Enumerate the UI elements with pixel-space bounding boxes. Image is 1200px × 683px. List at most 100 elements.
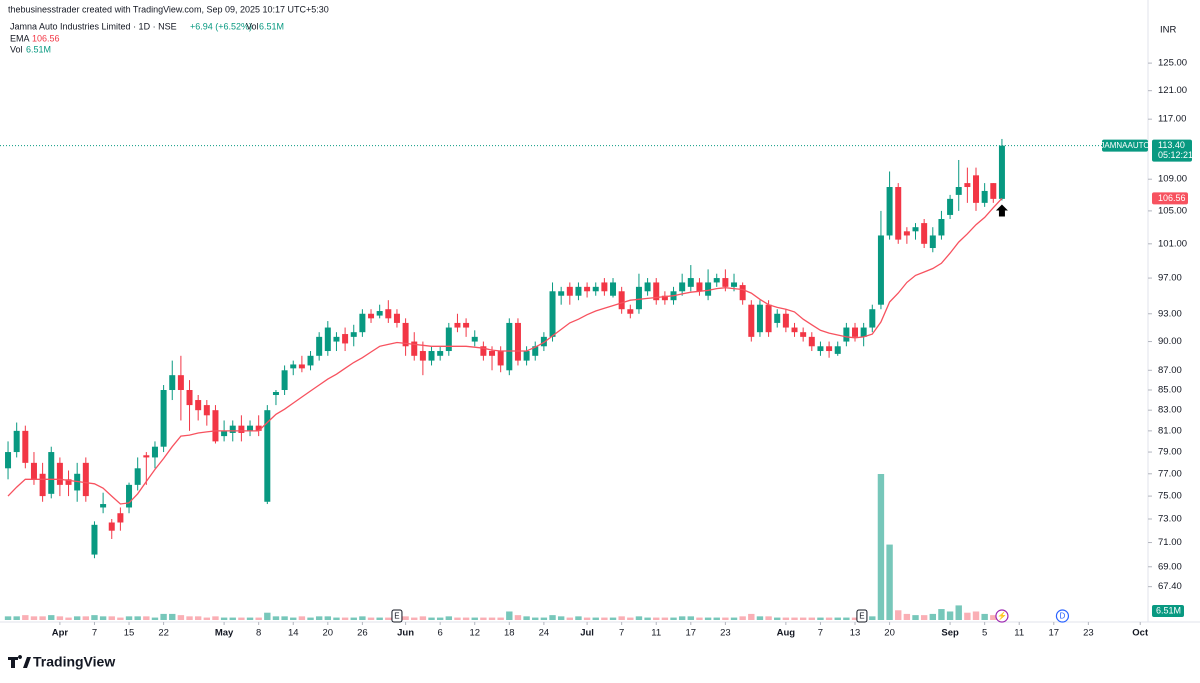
event-label: ⚡ bbox=[997, 611, 1007, 621]
event-label: E bbox=[859, 612, 864, 621]
candle-body bbox=[5, 452, 12, 469]
event-badge bbox=[1055, 609, 1070, 623]
y-tick-label: 93.00 bbox=[1158, 308, 1182, 319]
candle-body bbox=[316, 336, 323, 356]
volume-bar bbox=[151, 617, 159, 620]
volume-bar bbox=[333, 617, 340, 620]
x-tick-label: Aug bbox=[777, 628, 796, 639]
candle-body bbox=[350, 332, 357, 337]
y-tick-label: 117.00 bbox=[1158, 114, 1186, 125]
candle-body bbox=[679, 282, 686, 292]
volume-bar bbox=[220, 617, 228, 620]
volume-bar bbox=[13, 616, 20, 620]
x-tick-label: May bbox=[215, 628, 234, 639]
y-tick-label: 97.00 bbox=[1158, 273, 1182, 284]
volume-bar bbox=[272, 616, 280, 620]
x-tick-label: 17 bbox=[1049, 628, 1060, 639]
volume-bar bbox=[920, 615, 928, 620]
candle-body bbox=[13, 430, 20, 453]
volume-bar bbox=[748, 613, 755, 620]
candle-body bbox=[705, 282, 712, 296]
candle-body bbox=[290, 364, 297, 369]
volume-bar bbox=[82, 616, 90, 620]
volume-bar bbox=[843, 617, 850, 620]
candle-body bbox=[973, 175, 980, 203]
candle-body bbox=[584, 286, 591, 292]
candle-body bbox=[877, 235, 884, 305]
candle-body bbox=[791, 327, 798, 333]
volume-bar bbox=[566, 617, 574, 620]
volume-bar bbox=[557, 616, 565, 620]
candle-body bbox=[177, 375, 184, 391]
candle-body bbox=[169, 375, 176, 391]
candle-body bbox=[687, 278, 694, 287]
candle-body bbox=[834, 346, 841, 354]
candle-body bbox=[998, 145, 1005, 199]
volume-bar bbox=[661, 617, 669, 620]
volume-bar bbox=[756, 616, 764, 620]
candle-body bbox=[497, 351, 504, 366]
volume-bar bbox=[696, 617, 703, 620]
symbol-label: JAMNAAUTO bbox=[1100, 141, 1149, 150]
candle-body bbox=[22, 430, 29, 463]
candle-body bbox=[592, 286, 599, 292]
volume-legend-value: 6.51M bbox=[259, 21, 284, 31]
candle-body bbox=[782, 313, 789, 328]
volume-bar bbox=[825, 617, 833, 620]
candle-body bbox=[808, 336, 815, 347]
volume-bar bbox=[722, 617, 729, 620]
volume-bar bbox=[592, 617, 599, 620]
volume-bar bbox=[194, 616, 202, 620]
event-badge bbox=[391, 609, 403, 623]
volume-legend-name: Vol bbox=[246, 21, 259, 31]
x-tick-label: 15 bbox=[124, 628, 135, 639]
candle-body bbox=[203, 405, 210, 416]
candle-body bbox=[903, 231, 910, 236]
volume-bar bbox=[56, 616, 64, 620]
volume-bar bbox=[834, 617, 841, 620]
candle-body bbox=[30, 462, 37, 480]
ema-label: 106.56 bbox=[1158, 193, 1186, 203]
candle-body bbox=[921, 223, 928, 244]
volume-bar bbox=[91, 615, 98, 620]
volume-bar bbox=[774, 617, 781, 620]
candle-body bbox=[126, 484, 133, 508]
candle-body bbox=[514, 322, 521, 361]
event-label: D bbox=[1060, 612, 1066, 621]
volume-bar bbox=[817, 617, 824, 620]
candle-body bbox=[48, 452, 55, 494]
countdown-label: 05:12:21 bbox=[1158, 150, 1193, 160]
volume-bar bbox=[955, 605, 962, 620]
candle-body bbox=[722, 278, 729, 287]
candle-body bbox=[65, 479, 72, 485]
volume-bar bbox=[281, 616, 288, 620]
chart-title: Jamna Auto Industries Limited · 1D · NSE bbox=[10, 21, 177, 31]
x-tick-label: 24 bbox=[539, 628, 550, 639]
volume-bar bbox=[246, 617, 254, 620]
change: +6.94 (+6.52%) bbox=[190, 21, 252, 31]
x-tick-label: 26 bbox=[357, 628, 368, 639]
x-tick-label: 17 bbox=[686, 628, 697, 639]
volume-bar bbox=[411, 617, 418, 620]
volume-bar bbox=[290, 617, 297, 620]
volume-legend-name: Vol bbox=[10, 44, 23, 54]
volume-bar bbox=[583, 617, 591, 620]
volume-bar bbox=[480, 617, 487, 620]
volume-bar bbox=[938, 609, 945, 620]
y-tick-label: 81.00 bbox=[1158, 425, 1182, 436]
volume-bar bbox=[981, 613, 988, 620]
currency: INR bbox=[1160, 25, 1177, 36]
volume-bar bbox=[713, 617, 720, 620]
candle-body bbox=[990, 183, 997, 199]
volume-bar bbox=[160, 613, 167, 620]
volume-bar bbox=[618, 616, 625, 620]
volume-bar bbox=[678, 616, 686, 620]
arrow-icon bbox=[995, 204, 1008, 217]
y-tick-label: 83.00 bbox=[1158, 405, 1182, 416]
volume-bar bbox=[73, 616, 81, 620]
candle-body bbox=[618, 291, 625, 310]
x-tick-label: Jul bbox=[580, 628, 594, 639]
y-tick-label: 73.00 bbox=[1158, 514, 1182, 525]
volume-bar bbox=[730, 617, 738, 620]
candle-body bbox=[419, 351, 426, 361]
